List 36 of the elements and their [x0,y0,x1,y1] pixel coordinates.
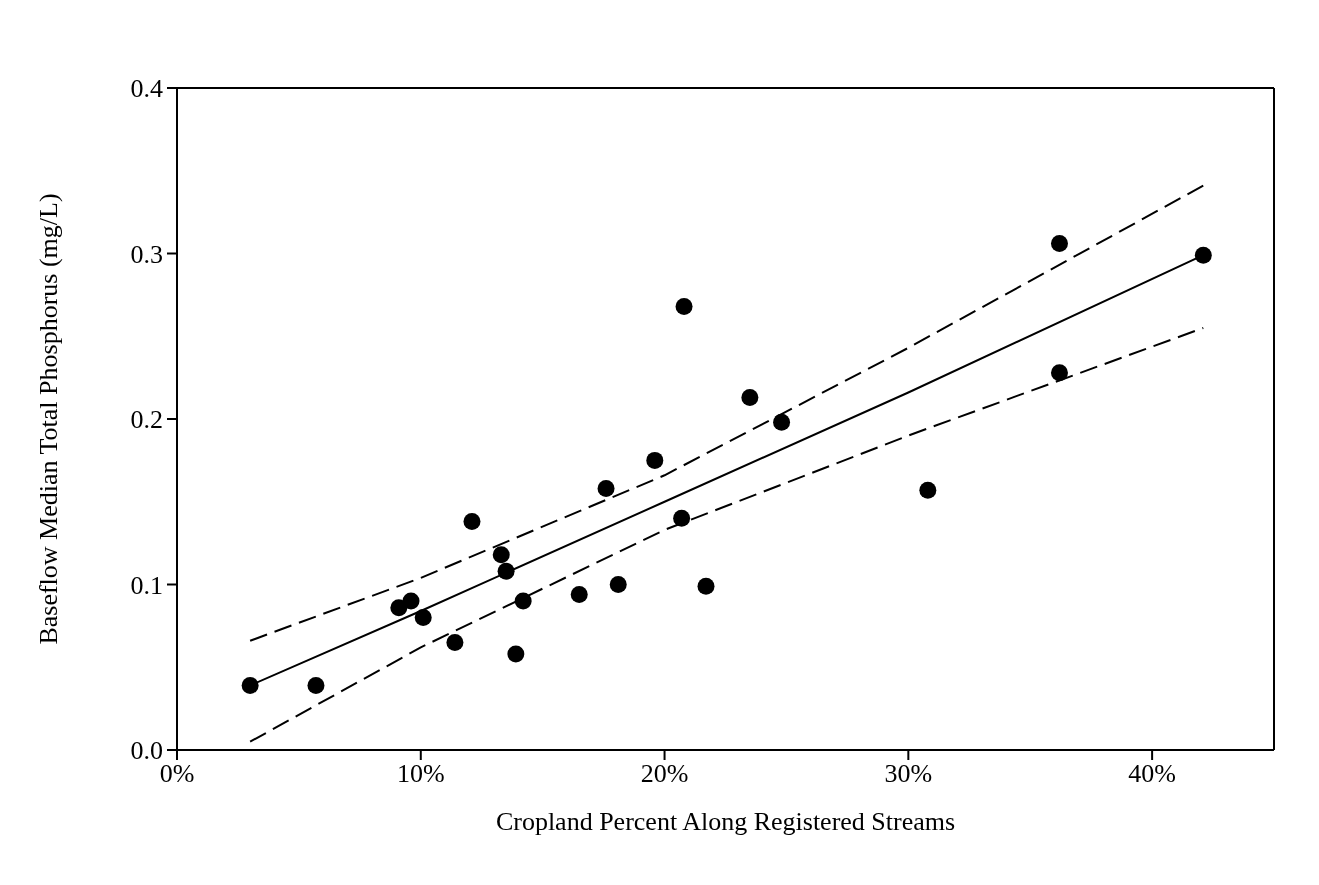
x-tick-label: 30% [884,759,933,789]
y-axis-title: Baseflow Median Total Phosphorus (mg/L) [34,193,64,645]
point [492,546,510,564]
x-tick-label: 20% [640,759,689,789]
point [507,645,525,663]
line-series [249,184,1205,642]
x-tick-label: 10% [396,759,445,789]
point [402,592,420,610]
point [497,562,515,580]
point [741,388,759,406]
line-series [249,326,1205,743]
point [1050,235,1068,253]
point [414,609,432,627]
point [514,592,532,610]
point [570,585,588,603]
x-tick-label: 40% [1128,759,1176,789]
point [919,481,937,499]
point [241,676,259,694]
y-tick-label: 0.3 [130,239,163,269]
point [463,513,481,531]
x-axis-title: Cropland Percent Along Registered Streams [495,807,956,836]
point [675,297,693,315]
point [307,676,325,694]
y-tick-label: 0.1 [130,570,163,600]
point [446,633,464,651]
point [597,480,615,498]
point [390,599,408,617]
point [773,413,791,431]
y-tick-label: 0.4 [130,74,163,104]
point [1194,246,1212,264]
point [1050,364,1068,382]
point [697,577,715,595]
point [673,509,691,527]
point [609,576,627,593]
point [646,451,664,469]
y-tick-label: 0.2 [130,405,163,435]
